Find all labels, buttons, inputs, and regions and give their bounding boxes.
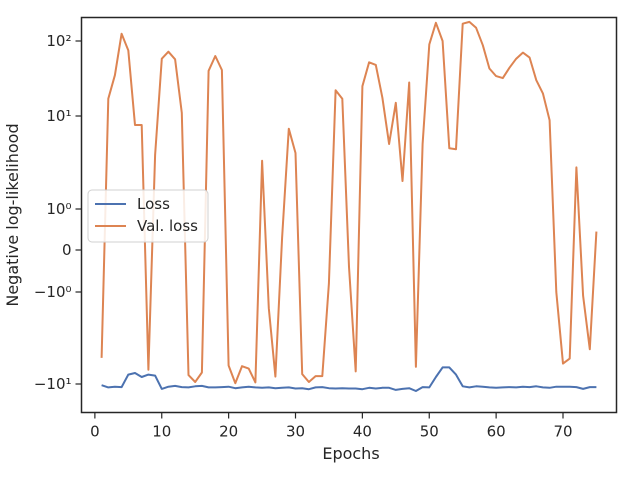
legend: Loss Val. loss	[87, 189, 209, 243]
y-tick-label: 0	[62, 241, 72, 259]
legend-label-val-loss: Val. loss	[137, 217, 198, 235]
x-axis-label: Epochs	[322, 444, 379, 463]
x-tick-label: 20	[219, 423, 238, 441]
x-tick-label: 50	[420, 423, 439, 441]
y-tick-label: 10¹	[46, 107, 71, 125]
x-tick-label: 10	[152, 423, 171, 441]
x-tick-label: 40	[353, 423, 372, 441]
y-tick-label: −10⁰	[34, 283, 72, 301]
y-axis-ticks: −10¹ −10⁰ 0 10⁰ 10¹ 10²	[34, 32, 82, 393]
x-tick-label: 0	[90, 423, 100, 441]
x-tick-label: 60	[487, 423, 506, 441]
series-line-loss	[101, 366, 597, 392]
y-tick-label: 10⁰	[46, 200, 71, 218]
x-tick-label: 30	[286, 423, 305, 441]
y-axis-label: Negative log-likelihood	[3, 123, 22, 306]
x-axis-ticks: 0 10 20 30 40 50 60 70	[90, 412, 573, 441]
x-tick-label: 70	[553, 423, 572, 441]
y-tick-label: −10¹	[34, 375, 72, 393]
y-tick-label: 10²	[46, 32, 71, 50]
legend-label-loss: Loss	[137, 195, 170, 213]
